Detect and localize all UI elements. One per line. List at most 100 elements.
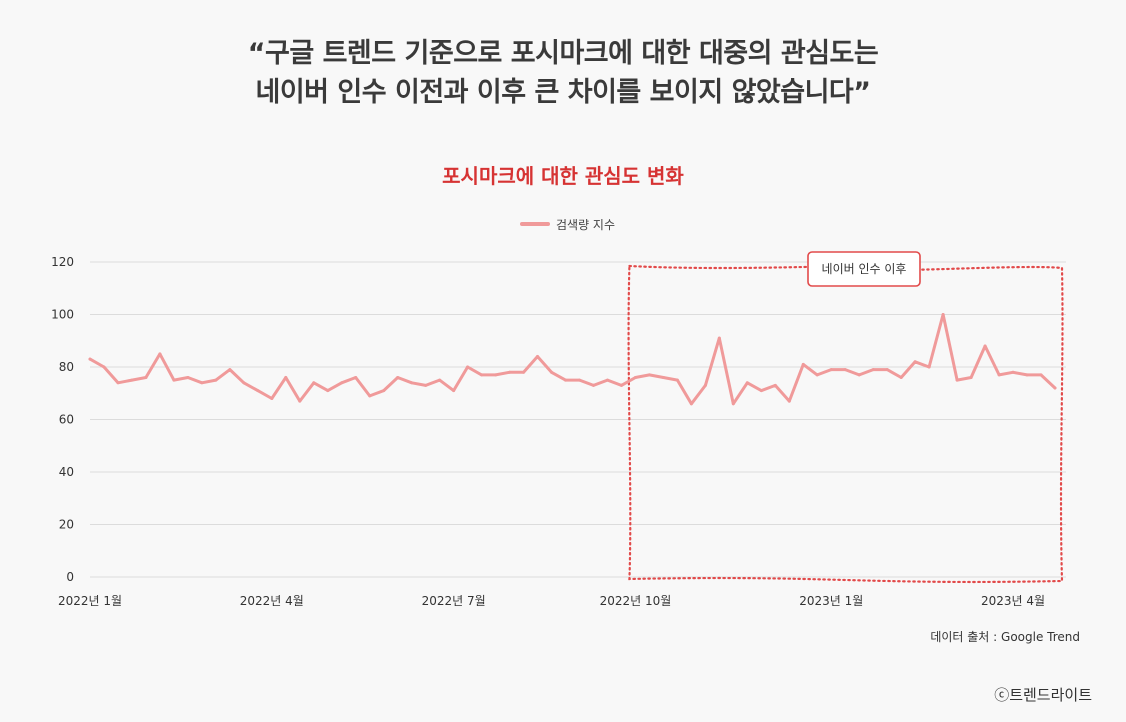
- x-axis-ticks: 2022년 1월 2022년 4월 2022년 7월 2022년 10월 2023년 1…: [58, 594, 1045, 608]
- copyright: ⓒ트렌드라이트: [994, 686, 1092, 704]
- data-point: [703, 383, 707, 387]
- headline: “구글 트렌드 기준으로 포시마크에 대한 대중의 관심도는 네이버 인수 이전…: [0, 34, 1126, 112]
- data-point: [298, 399, 302, 403]
- data-point: [787, 399, 791, 403]
- data-point: [340, 381, 344, 385]
- data-point: [186, 376, 190, 379]
- data-point: [438, 378, 442, 382]
- series-line-search-index: [88, 313, 1057, 406]
- data-point: [88, 357, 92, 361]
- legend-swatch: [520, 222, 550, 226]
- data-point: [997, 373, 1001, 377]
- data-point: [312, 381, 316, 385]
- x-tick-label: 2023년 1월: [799, 594, 863, 608]
- data-point: [214, 378, 218, 382]
- data-point: [1053, 386, 1057, 390]
- data-source: 데이터 출처 : Google Trend: [930, 630, 1080, 644]
- y-tick-label: 100: [51, 308, 74, 322]
- x-tick-label: 2022년 7월: [422, 594, 486, 608]
- data-point: [675, 378, 679, 382]
- data-point: [759, 389, 763, 393]
- data-point: [116, 381, 120, 385]
- data-point: [270, 397, 274, 400]
- data-point: [689, 402, 693, 406]
- x-tick-label: 2022년 10월: [600, 594, 672, 608]
- data-point: [647, 373, 651, 377]
- data-point: [1025, 373, 1029, 377]
- data-point: [941, 313, 945, 316]
- data-point: [913, 360, 917, 364]
- data-point: [717, 336, 721, 340]
- annotation-dotted-box: [627, 264, 1064, 584]
- data-point: [382, 389, 386, 393]
- chart-gridlines: [90, 261, 1066, 578]
- data-point: [605, 378, 609, 382]
- data-point: [927, 365, 931, 369]
- data-point: [158, 352, 162, 356]
- data-point: [522, 370, 526, 374]
- headline-line-2: 네이버 인수 이전과 이후 큰 차이를 보이지 않았습니다”: [255, 77, 871, 108]
- data-point: [871, 368, 875, 372]
- y-tick-label: 20: [59, 518, 74, 532]
- y-tick-label: 120: [51, 255, 74, 269]
- series-lines: [88, 313, 1057, 406]
- data-point: [955, 378, 959, 382]
- data-point: [144, 376, 148, 379]
- data-point: [983, 344, 987, 348]
- annotation-label-box: [807, 251, 921, 287]
- data-point: [200, 381, 204, 385]
- data-point: [242, 381, 246, 385]
- data-point: [731, 402, 735, 406]
- data-point: [619, 383, 623, 387]
- data-point: [564, 378, 568, 382]
- data-point: [172, 378, 176, 382]
- headline-line-1: “구글 트렌드 기준으로 포시마크에 대한 대중의 관심도는: [247, 38, 879, 69]
- y-tick-label: 80: [59, 360, 74, 374]
- data-point: [661, 376, 665, 379]
- x-tick-label: 2022년 4월: [240, 594, 304, 608]
- data-point: [130, 378, 134, 382]
- data-point: [508, 370, 512, 374]
- data-point: [424, 383, 428, 387]
- data-point: [1039, 373, 1043, 377]
- x-tick-label: 2022년 1월: [58, 594, 122, 608]
- data-point: [773, 383, 777, 387]
- data-point: [969, 376, 973, 379]
- data-point: [815, 373, 819, 377]
- legend-label: 검색량 지수: [556, 217, 616, 232]
- data-point: [256, 389, 260, 393]
- data-point: [745, 381, 749, 385]
- data-point: [396, 376, 400, 379]
- data-point: [829, 368, 833, 372]
- y-axis-ticks: 0 20 40 60 80 100 120: [51, 255, 74, 584]
- y-tick-label: 0: [66, 570, 74, 584]
- annotation-region: 네이버 인수 이후: [627, 251, 1064, 584]
- data-point: [284, 376, 288, 379]
- data-point: [452, 389, 456, 393]
- data-point: [591, 383, 595, 387]
- data-point: [843, 368, 847, 372]
- data-point: [857, 373, 861, 377]
- data-point: [368, 394, 372, 398]
- data-point: [899, 376, 903, 379]
- data-point: [228, 368, 232, 372]
- data-point: [577, 378, 581, 382]
- data-point: [480, 373, 484, 377]
- data-point: [354, 376, 358, 379]
- chart-legend: 검색량 지수: [520, 216, 615, 232]
- data-point: [326, 389, 330, 393]
- annotation-label: 네이버 인수 이후: [822, 262, 907, 276]
- y-tick-label: 40: [59, 465, 74, 479]
- data-point: [536, 355, 540, 358]
- data-point: [633, 376, 637, 379]
- x-tick-label: 2023년 4월: [981, 594, 1045, 608]
- data-point: [466, 365, 470, 369]
- data-point: [410, 381, 414, 385]
- data-point: [102, 365, 106, 369]
- data-point: [801, 362, 805, 366]
- data-point: [885, 368, 889, 372]
- data-point: [494, 373, 498, 377]
- y-tick-label: 60: [59, 413, 74, 427]
- data-point: [1011, 370, 1015, 374]
